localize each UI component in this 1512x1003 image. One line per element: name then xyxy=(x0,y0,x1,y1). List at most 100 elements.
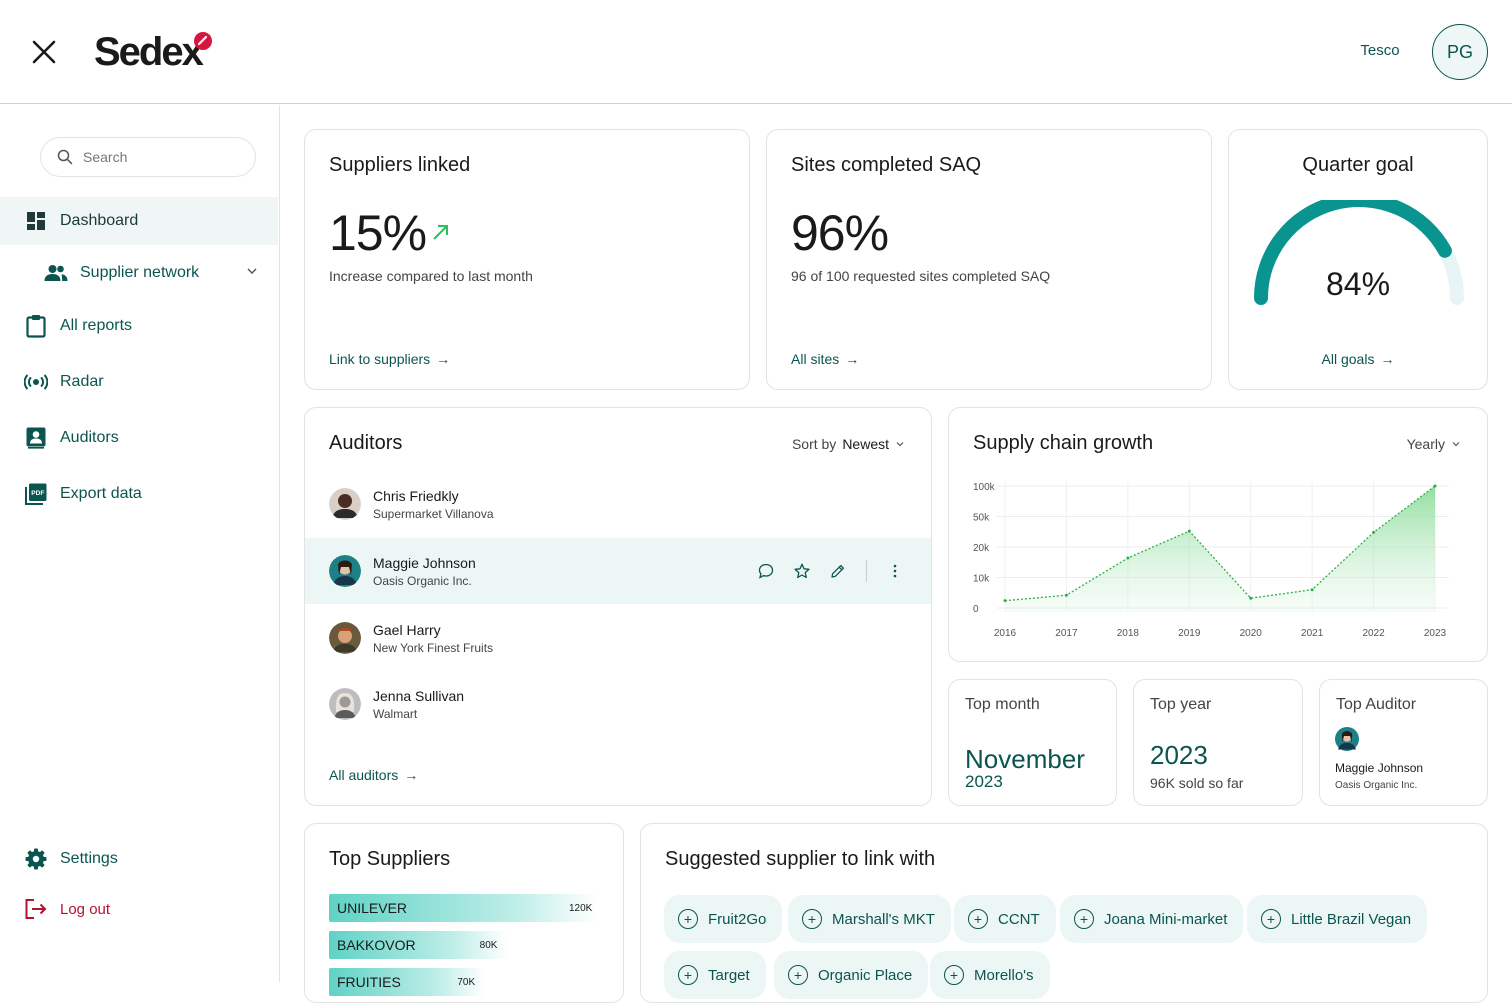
settings-label: Settings xyxy=(60,850,118,867)
organization-name[interactable]: Tesco xyxy=(1360,42,1400,59)
card-title: Suppliers linked xyxy=(329,154,471,176)
add-icon: + xyxy=(1074,909,1094,929)
link-to-suppliers-link[interactable]: Link to suppliers → xyxy=(329,351,450,367)
sites-saq-card: Sites completed SAQ 96% 96 of 100 reques… xyxy=(766,129,1212,390)
comment-icon[interactable] xyxy=(758,563,774,579)
x-tick-label: 2022 xyxy=(1362,628,1385,639)
supplier-bar[interactable]: BAKKOVOR xyxy=(329,931,508,959)
data-point-2018 xyxy=(1126,556,1130,560)
suggested-supplier-chip[interactable]: + Morello's xyxy=(930,951,1050,999)
sort-dropdown[interactable]: Sort by Newest xyxy=(792,436,905,452)
suggested-supplier-chip[interactable]: + CCNT xyxy=(954,895,1056,943)
sidebar-item-supplier-network[interactable]: Supplier network xyxy=(0,249,278,297)
auditor-name: Jenna Sullivan xyxy=(373,687,465,704)
auditor-row[interactable]: Jenna Sullivan Walmart xyxy=(305,671,931,737)
supplier-value: 80K xyxy=(479,940,498,951)
link-label: All auditors xyxy=(329,767,399,783)
sidebar-item-label: All reports xyxy=(60,317,133,334)
arrow-right-icon: → xyxy=(404,767,419,783)
gear-icon xyxy=(24,847,48,871)
avatar xyxy=(329,555,361,587)
sidebar-item-export-data[interactable]: PDF Export data xyxy=(0,470,278,518)
period-dropdown[interactable]: Yearly xyxy=(1407,436,1461,452)
top-auditor-card: Top Auditor Maggie Johnson Oasis Organic… xyxy=(1319,679,1488,806)
x-tick-label: 2019 xyxy=(1178,628,1201,639)
suggested-supplier-chip[interactable]: + Fruit2Go xyxy=(664,895,783,943)
sidebar-item-label: Export data xyxy=(60,485,142,502)
card-title: Suggested supplier to link with xyxy=(665,848,936,870)
sidebar-item-label: Supplier network xyxy=(80,264,200,281)
y-tick-label: 0 xyxy=(973,604,979,615)
auditor-org: Supermarket Villanova xyxy=(373,506,494,521)
more-vertical-icon[interactable] xyxy=(887,563,903,579)
auditors-card: Auditors Sort by Newest Chris Friedkly Sup… xyxy=(304,407,932,806)
logo-text: Sedex xyxy=(94,29,204,74)
x-tick-label: 2023 xyxy=(1424,628,1447,639)
sidebar-item-all-reports[interactable]: All reports xyxy=(0,302,278,350)
suggested-supplier-chip[interactable]: + Target xyxy=(664,951,766,999)
top-auditor-name: Maggie Johnson xyxy=(1335,761,1424,775)
search-icon xyxy=(57,149,73,165)
star-icon[interactable] xyxy=(794,563,810,579)
sedex-logo[interactable]: Sedex xyxy=(94,28,214,76)
suppliers-linked-card: Suppliers linked 15% Increase compared t… xyxy=(304,129,750,390)
suggested-supplier-chip[interactable]: + Joana Mini-market xyxy=(1060,895,1244,943)
clipboard-icon xyxy=(24,314,48,338)
arrow-up-right-icon xyxy=(433,225,448,240)
search-input[interactable] xyxy=(83,149,233,165)
auditor-row[interactable]: Maggie Johnson Oasis Organic Inc. xyxy=(305,538,931,604)
data-point-2017 xyxy=(1064,593,1068,597)
all-sites-link[interactable]: All sites → xyxy=(791,351,859,367)
search-box[interactable] xyxy=(40,137,256,177)
suggested-supplier-chip[interactable]: + Little Brazil Vegan xyxy=(1247,895,1428,943)
auditor-row[interactable]: Chris Friedkly Supermarket Villanova xyxy=(305,471,931,537)
chevron-down-icon xyxy=(1452,442,1460,447)
logout-label: Log out xyxy=(60,900,111,918)
edit-icon[interactable] xyxy=(830,563,846,579)
suggested-supplier-chip[interactable]: + Marshall's MKT xyxy=(788,895,951,943)
data-point-2020 xyxy=(1249,596,1253,600)
chevron-down-icon[interactable] xyxy=(246,265,258,277)
dashboard-icon xyxy=(24,209,48,233)
top-year-card: Top year 2023 96K sold so far xyxy=(1133,679,1303,806)
svg-text:PDF: PDF xyxy=(31,490,44,497)
y-tick-label: 50k xyxy=(973,513,990,524)
arrow-right-icon: → xyxy=(1380,351,1395,367)
add-icon: + xyxy=(802,909,822,929)
all-auditors-link[interactable]: All auditors → xyxy=(329,767,418,783)
data-point-2016 xyxy=(1003,599,1007,603)
auditor-name: Maggie Johnson xyxy=(373,554,476,571)
sidebar-item-radar[interactable]: Radar xyxy=(0,358,278,406)
sites-saq-value: 96% xyxy=(791,205,889,261)
top-year-sub: 96K sold so far xyxy=(1150,775,1244,791)
supplier-bar[interactable]: UNILEVER xyxy=(329,894,597,922)
all-goals-link[interactable]: All goals → xyxy=(1229,351,1487,367)
growth-chart: 100k 50k 20k 10k 0 2016 2017 2018 2019 2020 2021 2… xyxy=(973,482,1449,639)
auditor-name: Gael Harry xyxy=(373,621,441,638)
card-title: Sites completed SAQ xyxy=(791,154,982,176)
chevron-down-icon xyxy=(896,442,904,447)
supplier-name: FRUITIES xyxy=(337,974,401,990)
gauge-fill xyxy=(1254,200,1452,305)
sidebar-item-auditors[interactable]: Auditors xyxy=(0,414,278,462)
arrow-right-icon: → xyxy=(436,351,451,367)
link-label: Link to suppliers xyxy=(329,351,431,367)
logout-button[interactable]: Log out xyxy=(0,885,278,933)
chip-label: Target xyxy=(708,966,750,984)
card-title: Top Suppliers xyxy=(329,848,451,870)
user-avatar[interactable]: PG xyxy=(1432,24,1488,80)
logo-dot-icon xyxy=(193,32,212,50)
chip-label: Organic Place xyxy=(818,966,913,984)
auditor-row[interactable]: Gael Harry New York Finest Fruits xyxy=(305,605,931,671)
avatar xyxy=(329,688,361,720)
sidebar-item-dashboard[interactable]: Dashboard xyxy=(0,197,278,245)
chip-label: Joana Mini-market xyxy=(1104,910,1228,928)
suggested-supplier-chip[interactable]: + Organic Place xyxy=(774,951,929,999)
stat-title: Top year xyxy=(1150,696,1212,713)
avatar xyxy=(329,622,361,654)
close-icon[interactable] xyxy=(28,36,60,68)
row-actions xyxy=(758,560,903,582)
add-icon: + xyxy=(1261,909,1281,929)
sort-value: Newest xyxy=(842,436,889,452)
settings-button[interactable]: Settings xyxy=(0,835,278,883)
